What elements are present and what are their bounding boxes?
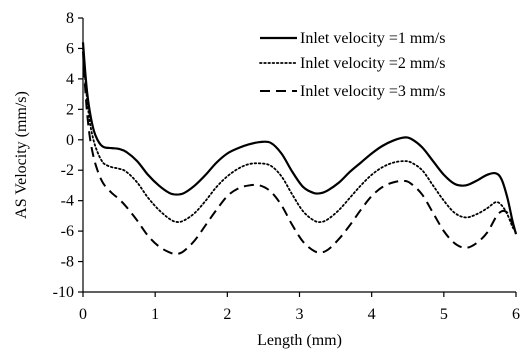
- series-line-2: [82, 47, 517, 234]
- x-ticks: 0 1 2 3 4 5 6: [79, 292, 520, 323]
- y-tick-label: -10: [53, 284, 74, 301]
- y-tick-label: 8: [66, 10, 74, 27]
- x-tick-label: 2: [223, 306, 231, 323]
- y-tick-label: -2: [61, 162, 74, 179]
- legend-label-1: Inlet velocity =1 mm/s: [300, 30, 445, 47]
- series-group: [81, 42, 518, 256]
- y-tick-label: 0: [66, 132, 74, 149]
- x-tick-label: 5: [440, 306, 448, 323]
- x-axis-title: Length (mm): [257, 332, 342, 349]
- y-axis-title: AS Velocity (mm/s): [13, 91, 30, 219]
- y-tick-label: -8: [61, 254, 74, 271]
- legend: Inlet velocity =1 mm/s Inlet velocity =2 …: [259, 30, 445, 100]
- series-line-1: [81, 42, 518, 235]
- series-line-3: [82, 51, 517, 256]
- y-ticks: 8 6 4 2 0 -2 -4 -6 -8 -10: [53, 10, 83, 301]
- x-tick-label: 4: [368, 306, 376, 323]
- legend-label-3: Inlet velocity =3 mm/s: [300, 83, 445, 100]
- x-tick-label: 0: [79, 306, 87, 323]
- legend-label-2: Inlet velocity =2 mm/s: [300, 55, 445, 72]
- x-tick-label: 3: [296, 306, 304, 323]
- y-tick-label: -6: [61, 223, 74, 240]
- y-tick-label: 2: [66, 101, 74, 118]
- y-tick-label: 4: [66, 71, 74, 88]
- x-tick-label: 1: [151, 306, 159, 323]
- x-tick-label: 6: [512, 306, 520, 323]
- y-tick-label: 6: [66, 40, 74, 57]
- y-tick-label: -4: [61, 193, 74, 210]
